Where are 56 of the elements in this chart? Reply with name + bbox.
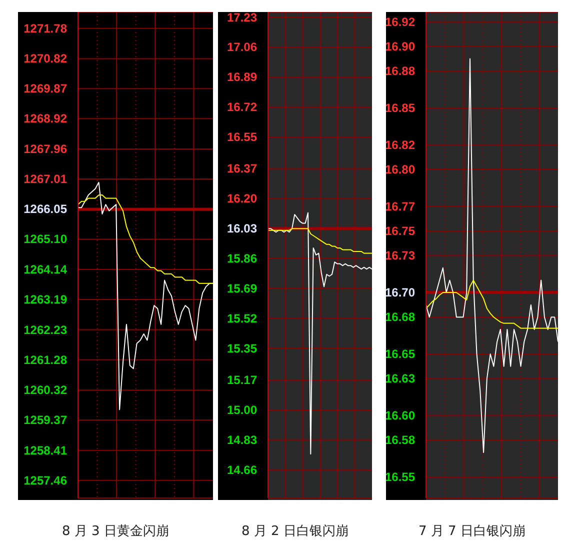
line-series xyxy=(426,280,558,329)
y-tick-label: 1264.14 xyxy=(24,262,68,277)
y-tick-label: 16.55 xyxy=(384,470,416,484)
y-tick-label: 16.20 xyxy=(226,192,258,206)
line-series xyxy=(426,58,558,453)
y-tick-label: 16.37 xyxy=(226,162,258,176)
y-tick-label: 16.89 xyxy=(226,70,258,84)
y-tick-label: 1267.01 xyxy=(24,172,68,186)
y-tick-label: 16.03 xyxy=(226,222,258,236)
y-tick-label: 16.72 xyxy=(226,100,258,114)
line-series xyxy=(268,212,372,454)
y-tick-label: 17.06 xyxy=(226,40,258,54)
y-tick-label: 1265.10 xyxy=(24,232,68,246)
y-tick-label: 16.88 xyxy=(384,64,416,78)
y-tick-label: 16.85 xyxy=(384,100,416,115)
y-tick-label: 16.63 xyxy=(384,372,416,386)
text: 8 月 2 日白银闪崩 xyxy=(240,523,350,540)
y-tick-label: 1269.87 xyxy=(24,82,68,96)
y-tick-label: 15.86 xyxy=(226,252,258,266)
text: 7 月 7 日白银闪崩 xyxy=(418,523,526,540)
y-tick-label: 16.70 xyxy=(384,286,416,300)
y-tick-label: 16.65 xyxy=(384,347,416,362)
y-tick-label: 16.73 xyxy=(384,248,416,263)
y-tick-label: 15.17 xyxy=(226,373,258,388)
y-tick-label: 1257.46 xyxy=(24,473,68,488)
y-tick-label: 15.35 xyxy=(226,341,258,356)
line-series xyxy=(268,228,372,254)
y-tick-label: 1258.41 xyxy=(24,443,68,458)
y-tick-label: 16.77 xyxy=(384,199,416,214)
y-tick-label: 16.60 xyxy=(384,408,416,423)
y-tick-label: 1270.82 xyxy=(24,52,68,66)
y-tick-label: 1271.78 xyxy=(24,21,68,36)
y-tick-label: 16.80 xyxy=(384,162,416,176)
y-tick-label: 1266.05 xyxy=(24,202,68,216)
y-tick-label: 15.00 xyxy=(226,402,258,417)
y-tick-label: 16.92 xyxy=(384,14,416,29)
y-tick-label: 1259.37 xyxy=(24,413,68,428)
y-tick-label: 14.83 xyxy=(226,432,258,447)
y-tick-label: 16.55 xyxy=(226,130,258,144)
y-tick-label: 16.75 xyxy=(384,224,416,238)
y-tick-label: 1263.19 xyxy=(24,292,68,306)
y-tick-label: 1261.28 xyxy=(24,352,68,367)
y-tick-label: 16.90 xyxy=(384,39,416,54)
y-tick-label: 16.82 xyxy=(384,138,416,152)
y-tick-label: 1267.96 xyxy=(24,142,68,156)
line-series xyxy=(78,194,213,284)
y-tick-label: 16.58 xyxy=(384,433,416,448)
y-tick-label: 15.52 xyxy=(226,311,258,326)
y-tick-label: 1260.32 xyxy=(24,383,68,398)
text: 8 月 3 日黄金闪崩 xyxy=(61,523,170,540)
y-tick-label: 14.66 xyxy=(226,462,258,477)
y-tick-label: 1262.23 xyxy=(24,322,68,337)
y-tick-label: 1268.92 xyxy=(24,112,68,126)
y-tick-label: 16.68 xyxy=(384,310,416,324)
y-tick-label: 17.23 xyxy=(226,10,258,24)
y-tick-label: 15.69 xyxy=(226,281,258,296)
